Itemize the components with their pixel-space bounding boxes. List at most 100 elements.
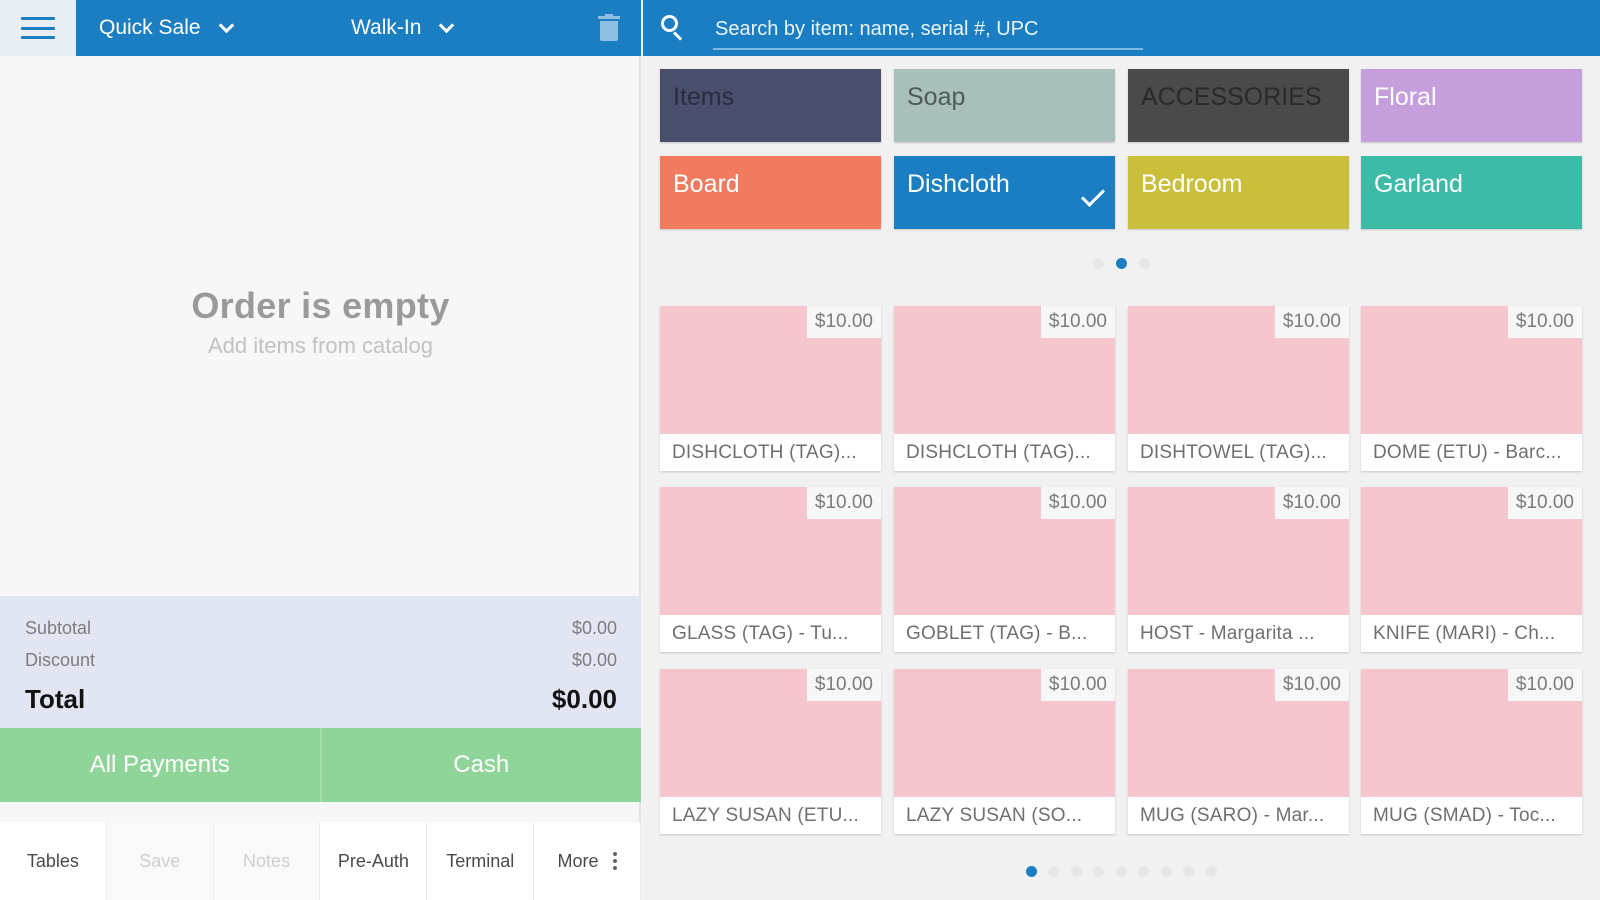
tab-label: Tables	[26, 850, 79, 871]
menu-button[interactable]	[0, 0, 76, 56]
order-panel: Quick Sale Walk-In Order is empty Add it…	[0, 0, 641, 900]
product-name: DISHTOWEL (TAG)...	[1140, 442, 1327, 463]
cash-button[interactable]: Cash	[319, 728, 641, 802]
product-name: DOME (ETU) - Barc...	[1373, 442, 1562, 463]
product-name: HOST - Margarita ...	[1140, 623, 1315, 644]
category-label: ACCESSORIES	[1141, 83, 1322, 111]
page-dot[interactable]	[1025, 866, 1037, 877]
product-price: $10.00	[1040, 669, 1115, 701]
catalog-panel: Items Soap ACCESSORIES Floral Board Dishcloth…	[643, 0, 1600, 900]
product-tile[interactable]: $10.00 DISHCLOTH (TAG)...	[660, 306, 881, 471]
totals-panel	[0, 596, 641, 728]
chevron-down-icon	[439, 17, 455, 33]
category-soap[interactable]: Soap	[894, 69, 1115, 142]
product-tile[interactable]: $10.00 KNIFE (MARI) - Ch...	[1361, 487, 1582, 652]
page-dot[interactable]	[1048, 866, 1059, 877]
search-icon	[661, 15, 685, 41]
page-dot[interactable]	[1070, 866, 1082, 877]
category-label: Items	[673, 83, 735, 111]
product-tile[interactable]: $10.00 MUG (SMAD) - Toc...	[1361, 669, 1582, 834]
total-label: Total	[25, 684, 86, 714]
product-tile[interactable]: $10.00 LAZY SUSAN (ETU...	[660, 669, 881, 834]
category-floral[interactable]: Floral	[1361, 69, 1582, 142]
page-dot[interactable]	[1092, 258, 1104, 269]
sale-type-dropdown[interactable]: Quick Sale	[99, 0, 234, 56]
total-row: Total $0.00	[25, 684, 617, 715]
tab-label: More	[557, 850, 599, 871]
product-name: LAZY SUSAN (ETU...	[672, 805, 859, 826]
category-items[interactable]: Items	[660, 69, 881, 142]
customer-dropdown[interactable]: Walk-In	[351, 0, 455, 56]
category-accessories[interactable]: ACCESSORIES	[1128, 69, 1349, 142]
product-price: $10.00	[806, 669, 881, 701]
tab-label: Notes	[243, 850, 291, 871]
bottom-toolbar: Tables Save Notes Pre-Auth Terminal More	[0, 822, 641, 900]
subtotal-label: Subtotal	[25, 618, 92, 638]
page-dot[interactable]	[1160, 866, 1172, 877]
page-dot[interactable]	[1093, 866, 1104, 877]
tab-save: Save	[106, 822, 214, 900]
sale-type-label: Quick Sale	[99, 16, 201, 39]
tab-pre-auth[interactable]: Pre-Auth	[320, 822, 428, 900]
tab-notes: Notes	[213, 822, 321, 900]
trash-icon[interactable]	[598, 14, 620, 42]
tab-label: Save	[139, 850, 181, 871]
category-label: Floral	[1374, 83, 1437, 111]
chevron-down-icon	[218, 17, 234, 33]
product-name: DISHCLOTH (TAG)...	[906, 442, 1091, 463]
product-tile[interactable]: $10.00 HOST - Margarita ...	[1128, 487, 1349, 652]
product-price: $10.00	[1274, 487, 1349, 519]
category-bedroom[interactable]: Bedroom	[1128, 156, 1349, 229]
product-price: $10.00	[1274, 669, 1349, 701]
page-dot[interactable]	[1138, 866, 1149, 877]
empty-title: Order is empty	[191, 285, 450, 326]
tab-terminal[interactable]: Terminal	[427, 822, 535, 900]
page-dot[interactable]	[1115, 866, 1127, 877]
category-dishcloth[interactable]: Dishcloth	[894, 156, 1115, 229]
category-label: Garland	[1374, 170, 1463, 198]
category-board[interactable]: Board	[660, 156, 881, 229]
category-garland[interactable]: Garland	[1361, 156, 1582, 229]
page-dot[interactable]	[1183, 866, 1194, 877]
product-name: MUG (SARO) - Mar...	[1140, 805, 1325, 826]
search-input[interactable]	[713, 10, 1143, 50]
product-name: GLASS (TAG) - Tu...	[672, 623, 849, 644]
all-payments-button[interactable]: All Payments	[0, 728, 320, 802]
product-price: $10.00	[1274, 306, 1349, 338]
tab-label: Terminal	[446, 850, 515, 871]
product-name: DISHCLOTH (TAG)...	[672, 442, 857, 463]
tab-more[interactable]: More	[534, 822, 641, 900]
category-label: Dishcloth	[907, 170, 1010, 198]
menu-icon	[21, 17, 55, 39]
payment-bar: All Payments Cash	[0, 728, 641, 802]
product-tile[interactable]: $10.00 GLASS (TAG) - Tu...	[660, 487, 881, 652]
product-name: GOBLET (TAG) - B...	[906, 623, 1088, 644]
subtotal-value: $0.00	[571, 618, 617, 638]
discount-row: Discount $0.00	[25, 650, 617, 671]
search-bar	[643, 0, 1600, 56]
product-tile[interactable]: $10.00 LAZY SUSAN (SO...	[894, 669, 1115, 834]
product-tile[interactable]: $10.00 MUG (SARO) - Mar...	[1128, 669, 1349, 834]
discount-value: $0.00	[571, 650, 617, 670]
discount-label: Discount	[25, 650, 96, 670]
product-tile[interactable]: $10.00 DISHTOWEL (TAG)...	[1128, 306, 1349, 471]
product-price: $10.00	[1507, 669, 1582, 701]
tab-tables[interactable]: Tables	[0, 822, 107, 900]
tab-label: Pre-Auth	[337, 850, 409, 871]
product-name: KNIFE (MARI) - Ch...	[1373, 623, 1556, 644]
check-icon	[1080, 182, 1106, 208]
page-dot[interactable]	[1138, 258, 1150, 269]
category-label: Soap	[907, 83, 966, 111]
page-dot[interactable]	[1115, 258, 1127, 269]
product-price: $10.00	[1040, 306, 1115, 338]
product-tile[interactable]: $10.00 DOME (ETU) - Barc...	[1361, 306, 1582, 471]
product-tile[interactable]: $10.00 GOBLET (TAG) - B...	[894, 487, 1115, 652]
subtotal-row: Subtotal $0.00	[25, 618, 617, 639]
empty-subtitle: Add items from catalog	[208, 333, 433, 358]
product-name: MUG (SMAD) - Toc...	[1373, 805, 1556, 826]
page-dot[interactable]	[1205, 866, 1217, 877]
more-vertical-icon	[612, 852, 617, 870]
product-tile[interactable]: $10.00 DISHCLOTH (TAG)...	[894, 306, 1115, 471]
product-price: $10.00	[806, 306, 881, 338]
product-name: LAZY SUSAN (SO...	[906, 805, 1083, 826]
